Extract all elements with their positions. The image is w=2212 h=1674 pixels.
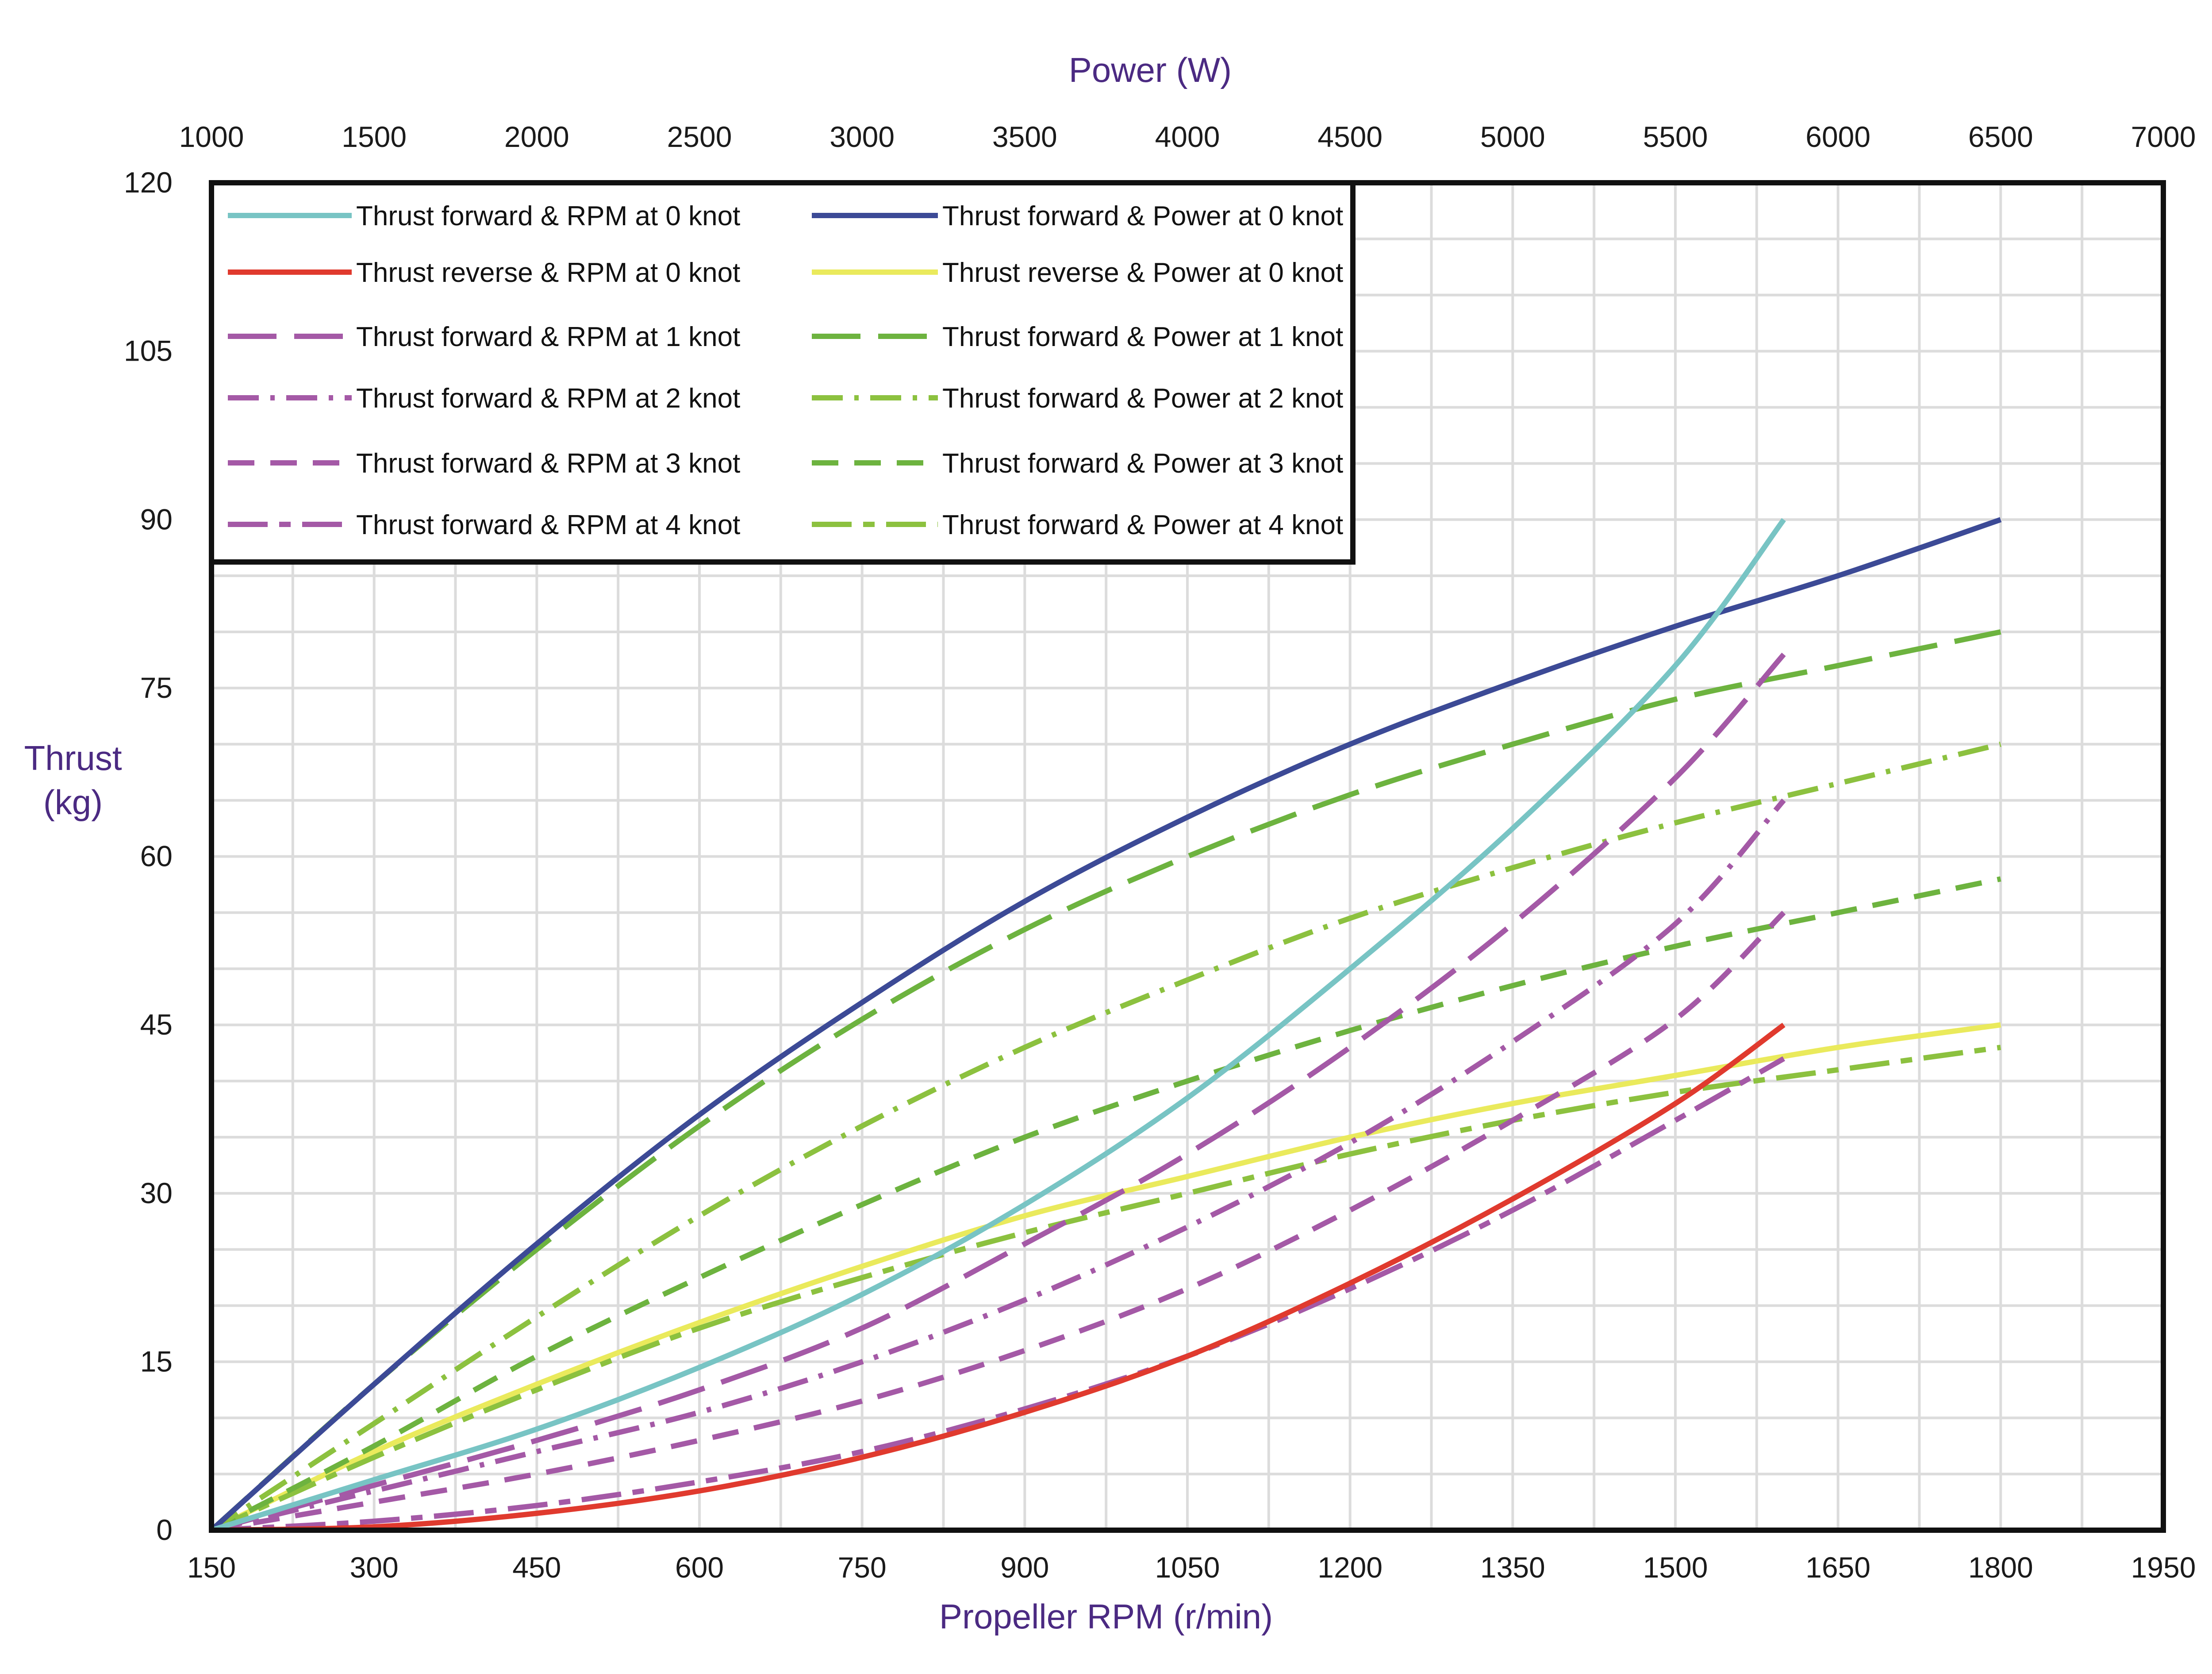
x2-tick-label: 5000 (1480, 120, 1545, 153)
x2-axis-ticks: 1000 1500 2000 2500 3000 3500 4000 4500 5000 5500… (179, 120, 2196, 153)
y-tick-label: 90 (140, 503, 173, 535)
x-tick-label: 1050 (1155, 1551, 1220, 1584)
x-tick-label: 1350 (1480, 1551, 1545, 1584)
x-tick-label: 1650 (1805, 1551, 1870, 1584)
y-tick-label: 75 (140, 671, 173, 704)
legend-label: Thrust forward & Power at 1 knot (942, 322, 1343, 352)
series-line (211, 911, 1786, 1533)
x2-tick-label: 5500 (1643, 120, 1708, 153)
legend-box (209, 180, 1356, 565)
x2-tick-label: 4000 (1155, 120, 1220, 153)
x2-tick-label: 2500 (667, 120, 732, 153)
x-tick-label: 150 (187, 1551, 236, 1584)
series-line (210, 1022, 2001, 1533)
y-tick-label: 60 (140, 840, 173, 873)
x2-tick-label: 1000 (179, 120, 244, 153)
legend-label: Thrust forward & Power at 4 knot (942, 510, 1343, 540)
x-tick-label: 1950 (2131, 1551, 2196, 1584)
legend-label: Thrust reverse & RPM at 0 knot (356, 258, 740, 288)
x2-tick-label: 6500 (1968, 120, 2033, 153)
x-tick-label: 450 (512, 1551, 561, 1584)
x-axis-ticks: 150 300 450 600 750 900 1050 1200 1350 1500 1650 18… (187, 1551, 2196, 1584)
series-line (209, 629, 2001, 1532)
y-tick-label: 105 (124, 335, 173, 367)
legend-label: Thrust forward & RPM at 0 knot (356, 201, 740, 231)
x-tick-label: 750 (838, 1551, 887, 1584)
x-tick-label: 1800 (1968, 1551, 2033, 1584)
y-tick-label: 15 (140, 1345, 173, 1378)
legend-label: Thrust forward & RPM at 3 knot (356, 448, 740, 479)
series-line (210, 1044, 2001, 1533)
series-layer (209, 517, 2002, 1533)
x-axis-title: Propeller RPM (r/min) (939, 1597, 1273, 1636)
y-tick-label: 0 (156, 1513, 173, 1546)
legend-label: Thrust reverse & Power at 0 knot (942, 258, 1343, 288)
legend-label: Thrust forward & RPM at 4 knot (356, 510, 740, 540)
legend-label: Thrust forward & Power at 3 knot (942, 448, 1343, 479)
y-axis-title-line1: Thrust (24, 739, 122, 777)
x2-tick-label: 6000 (1805, 120, 1870, 153)
x-tick-label: 900 (1000, 1551, 1049, 1584)
x2-tick-label: 7000 (2131, 120, 2196, 153)
y-tick-label: 30 (140, 1177, 173, 1209)
y-tick-label: 45 (140, 1008, 173, 1041)
legend-label: Thrust forward & RPM at 2 knot (356, 383, 740, 414)
x-tick-label: 300 (350, 1551, 399, 1584)
series-line (210, 741, 2001, 1533)
x2-tick-label: 3000 (830, 120, 895, 153)
x2-tick-label: 1500 (342, 120, 407, 153)
series-line (211, 652, 1786, 1533)
y-tick-label: 120 (124, 166, 173, 199)
legend: Thrust forward & RPM at 0 knot Thrust rev… (209, 180, 1356, 565)
series-line (211, 1056, 1786, 1533)
series-line (209, 517, 2002, 1532)
legend-label: Thrust forward & Power at 2 knot (942, 383, 1343, 414)
y-axis-title-line2: (kg) (43, 783, 103, 822)
legend-label: Thrust forward & RPM at 1 knot (356, 322, 740, 352)
legend-label: Thrust forward & Power at 0 knot (942, 201, 1343, 231)
x-tick-label: 1200 (1317, 1551, 1382, 1584)
series-line (211, 1023, 1786, 1533)
x-tick-label: 600 (675, 1551, 724, 1584)
x-tick-label: 1500 (1643, 1551, 1708, 1584)
series-line (211, 518, 1786, 1533)
x2-tick-label: 3500 (992, 120, 1057, 153)
series-line (211, 798, 1786, 1533)
x2-tick-label: 4500 (1317, 120, 1382, 153)
x2-axis-title: Power (W) (1069, 50, 1232, 89)
y-axis-ticks: 0 15 30 45 60 75 90 105 120 (124, 166, 173, 1546)
x2-tick-label: 2000 (504, 120, 569, 153)
